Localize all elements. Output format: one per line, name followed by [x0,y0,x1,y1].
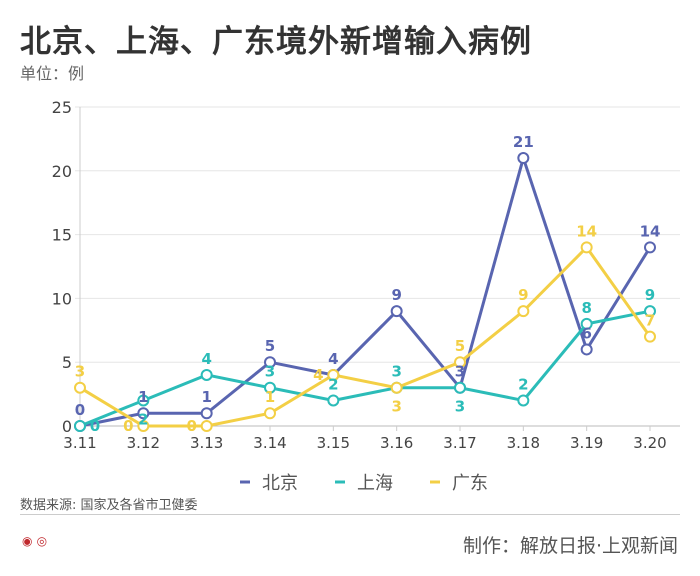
series-line-北京 [79,152,652,428]
data-point [264,381,276,394]
data-label: 8 [581,299,591,317]
data-label: 1 [265,388,275,406]
data-point [74,381,86,394]
data-point [264,356,276,369]
data-point [137,394,150,407]
data-point [327,394,340,407]
series-line-上海 [79,309,651,428]
data-label: 0 [90,417,100,435]
data-label: 2 [138,410,148,428]
data-point [200,368,213,381]
data-point [390,381,403,394]
data-label: 2 [518,375,528,393]
data-point [327,368,340,381]
data-point [390,305,403,318]
x-tick-label: 3.12 [127,434,160,452]
data-point [644,305,656,318]
data-point [517,152,530,165]
data-label: 3 [391,363,401,381]
chart-title: 北京、上海、广东境外新增输入病例 [20,24,532,60]
x-tick-label: 3.17 [443,434,476,452]
data-label: 4 [201,350,211,368]
data-label: 3 [455,363,465,381]
data-point [517,305,530,318]
data-point [74,420,86,432]
data-label: 1 [138,388,148,406]
data-point [580,241,593,254]
x-tick-label: 3.11 [63,434,96,452]
data-label: 9 [645,286,655,304]
y-tick-label: 20 [52,162,72,181]
x-tick-label: 3.20 [633,434,666,452]
data-point [580,343,593,356]
data-source: 数据来源: 国家及各省市卫健委 [20,498,198,513]
x-tick-label: 3.13 [190,434,223,452]
legend-label: 广东 [452,473,488,494]
data-point [137,407,150,420]
data-label: 9 [391,286,401,304]
data-label: 0 [75,401,85,419]
data-label: 9 [518,286,528,304]
data-point [200,420,213,432]
data-point [580,317,593,330]
data-point [644,330,656,343]
data-label: 3 [391,398,401,416]
data-label: 2 [328,375,338,393]
x-tick-label: 3.15 [317,434,350,452]
data-label: 7 [645,312,655,330]
data-label: 14 [576,222,597,240]
data-point [644,241,656,254]
data-point [200,407,213,420]
x-tick-label: 3.14 [253,434,286,452]
data-point [137,420,150,432]
data-label: 4 [328,350,338,368]
data-label: 14 [640,222,661,240]
y-axis-label: 单位：例 [20,64,85,83]
x-tick-label: 3.18 [507,434,540,452]
data-label: 1 [201,388,211,406]
data-point [454,356,466,369]
data-label: 3 [265,363,275,381]
data-label: 3 [75,363,85,381]
data-label: 4 [313,366,323,384]
divider [20,514,680,515]
data-label: 0 [186,417,196,435]
y-tick-label: 15 [52,226,72,245]
data-label: 6 [581,324,591,342]
data-label: 21 [513,133,534,151]
data-label: 5 [265,337,275,355]
x-tick-label: 3.16 [380,434,413,452]
credit-text: 制作：解放日报·上观新闻 [462,535,678,557]
x-tick-label: 3.19 [570,434,603,452]
legend-label: 上海 [357,473,393,494]
y-tick-label: 5 [62,353,72,372]
y-tick-label: 0 [62,417,72,436]
data-label: 0 [123,417,133,435]
publisher-logo: ◉ ◎ [22,534,48,548]
data-point [264,407,276,420]
data-label: 5 [455,337,465,355]
y-tick-label: 10 [52,289,72,308]
data-point [517,394,530,407]
legend-label: 北京 [262,473,298,494]
series-line-广东 [79,245,652,428]
y-tick-label: 25 [52,98,72,117]
data-point [454,381,466,394]
data-label: 3 [455,398,465,416]
